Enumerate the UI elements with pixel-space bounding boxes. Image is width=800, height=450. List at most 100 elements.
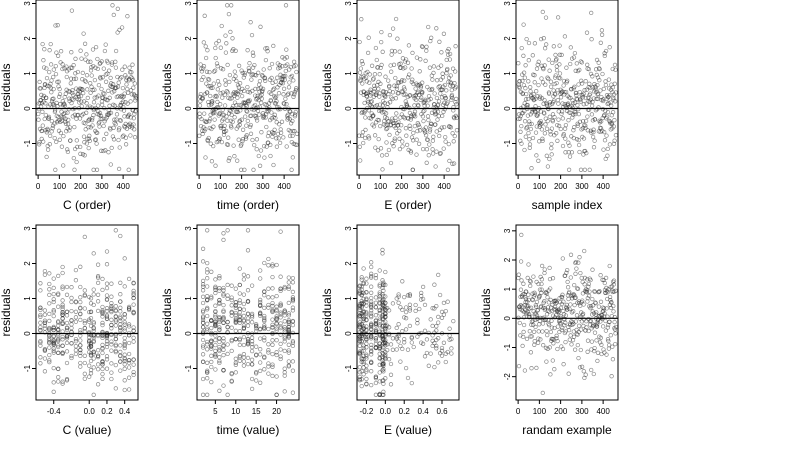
data-point bbox=[206, 77, 212, 82]
data-point bbox=[565, 78, 570, 83]
data-point bbox=[534, 153, 539, 158]
data-point bbox=[261, 143, 267, 149]
data-point bbox=[587, 99, 593, 104]
data-point bbox=[126, 357, 132, 363]
data-point bbox=[128, 88, 134, 93]
data-point bbox=[424, 337, 430, 342]
data-point bbox=[113, 65, 119, 70]
data-point bbox=[442, 82, 448, 88]
data-point bbox=[536, 281, 541, 287]
data-point bbox=[286, 275, 291, 280]
data-point bbox=[361, 308, 366, 314]
data-point bbox=[78, 48, 83, 53]
data-point bbox=[274, 262, 279, 268]
data-point bbox=[104, 293, 110, 298]
data-point bbox=[410, 50, 415, 56]
data-point bbox=[278, 301, 283, 306]
data-point bbox=[386, 357, 392, 362]
data-point bbox=[521, 281, 526, 286]
data-point bbox=[91, 113, 96, 118]
data-point bbox=[612, 319, 617, 325]
data-point bbox=[415, 317, 420, 322]
data-point bbox=[248, 122, 253, 128]
data-point bbox=[596, 304, 602, 309]
data-point bbox=[601, 277, 606, 283]
data-point bbox=[377, 324, 382, 329]
data-point bbox=[432, 364, 437, 370]
data-point bbox=[531, 91, 536, 97]
data-point bbox=[584, 290, 589, 295]
data-point bbox=[64, 334, 70, 339]
data-point bbox=[578, 270, 583, 276]
data-point bbox=[56, 79, 61, 84]
data-point bbox=[597, 66, 602, 72]
data-point bbox=[418, 97, 423, 102]
data-point bbox=[90, 123, 95, 128]
data-point bbox=[559, 295, 565, 300]
data-point bbox=[553, 73, 558, 78]
data-point bbox=[537, 139, 542, 144]
data-point bbox=[40, 123, 45, 128]
data-point bbox=[361, 343, 366, 348]
data-point bbox=[245, 248, 251, 253]
data-point bbox=[100, 116, 105, 121]
data-point bbox=[359, 302, 364, 307]
data-point bbox=[534, 299, 540, 305]
data-point bbox=[95, 348, 101, 353]
data-point bbox=[606, 77, 612, 82]
data-point bbox=[369, 284, 374, 289]
data-point bbox=[78, 299, 83, 305]
data-point bbox=[266, 361, 271, 366]
data-point bbox=[359, 359, 364, 365]
scatter-points bbox=[357, 16, 460, 172]
data-point bbox=[262, 260, 267, 266]
data-point bbox=[200, 345, 206, 350]
data-point bbox=[51, 309, 56, 314]
data-point bbox=[115, 6, 120, 11]
data-point bbox=[221, 309, 226, 315]
data-point bbox=[394, 86, 400, 91]
data-point bbox=[118, 314, 123, 319]
data-point bbox=[266, 326, 271, 332]
data-point bbox=[396, 300, 401, 305]
data-point bbox=[42, 369, 48, 374]
data-point bbox=[594, 338, 599, 343]
data-point bbox=[266, 305, 271, 310]
data-point bbox=[565, 267, 570, 273]
data-point bbox=[569, 134, 574, 139]
data-point bbox=[47, 340, 52, 346]
x-tick-label: 5 bbox=[213, 407, 218, 416]
data-point bbox=[241, 292, 247, 297]
data-point bbox=[117, 27, 122, 33]
data-point bbox=[226, 135, 231, 140]
data-point bbox=[85, 95, 90, 101]
x-tick-label: 200 bbox=[554, 407, 568, 416]
data-point bbox=[576, 355, 581, 361]
data-point bbox=[38, 338, 43, 344]
data-point bbox=[530, 135, 536, 141]
plot-frame bbox=[356, 224, 460, 401]
data-point bbox=[56, 336, 61, 342]
data-point bbox=[572, 84, 577, 89]
data-point bbox=[217, 286, 222, 291]
data-point bbox=[417, 306, 422, 312]
data-point bbox=[257, 163, 263, 168]
data-point bbox=[270, 303, 275, 309]
data-point bbox=[453, 69, 458, 74]
data-point bbox=[249, 311, 255, 317]
data-point bbox=[122, 366, 127, 371]
data-point bbox=[84, 52, 89, 57]
data-point bbox=[232, 93, 237, 98]
data-point bbox=[373, 300, 379, 305]
data-point bbox=[73, 56, 78, 61]
data-point bbox=[60, 310, 65, 315]
data-point bbox=[262, 325, 267, 330]
data-point bbox=[245, 48, 250, 53]
data-point bbox=[405, 347, 411, 352]
y-tick-label: -2 bbox=[503, 373, 512, 381]
data-point bbox=[377, 392, 382, 397]
data-point bbox=[395, 131, 400, 136]
data-point bbox=[118, 318, 123, 324]
data-point bbox=[392, 83, 397, 88]
